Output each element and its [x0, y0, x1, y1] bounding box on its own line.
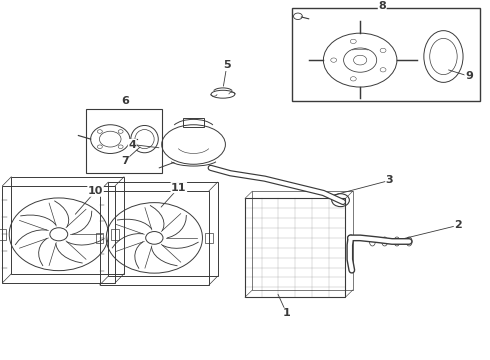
Text: 11: 11 [171, 183, 187, 193]
Text: 8: 8 [378, 1, 386, 11]
Bar [108, 182, 218, 276]
Text: 3: 3 [386, 175, 393, 185]
Text: 5: 5 [223, 60, 231, 71]
Bar [111, 229, 119, 240]
Text: 6: 6 [121, 96, 129, 107]
Bar [0, 229, 6, 240]
Text: 4: 4 [128, 140, 136, 149]
Bar [292, 8, 480, 102]
Bar [245, 198, 345, 297]
Bar [99, 191, 209, 285]
Text: 10: 10 [88, 186, 103, 196]
Bar [2, 186, 115, 283]
Bar [96, 233, 103, 243]
Bar [252, 191, 353, 290]
Text: 7: 7 [121, 156, 129, 166]
Text: 1: 1 [283, 308, 291, 318]
Bar [183, 118, 204, 127]
Text: 2: 2 [454, 220, 462, 230]
Text: 9: 9 [465, 71, 473, 81]
Bar [205, 233, 213, 243]
Bar [11, 177, 124, 274]
Bar [86, 109, 162, 173]
